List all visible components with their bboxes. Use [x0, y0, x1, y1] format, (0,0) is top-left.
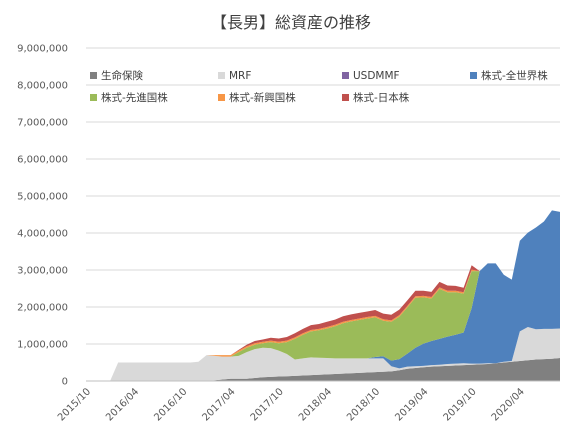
- y-tick-label: 9,000,000: [17, 44, 68, 55]
- x-tick-label: 2016/10: [152, 386, 189, 423]
- x-tick-label: 2018/04: [297, 386, 334, 423]
- legend-label: 株式-先進国株: [101, 91, 168, 104]
- y-tick-label: 7,000,000: [17, 118, 68, 129]
- legend-swatch: [342, 94, 349, 101]
- area-MRF: [86, 326, 560, 381]
- y-tick-label: 6,000,000: [17, 155, 68, 166]
- legend-swatch: [90, 94, 97, 101]
- x-tick-label: 2020/04: [490, 386, 527, 423]
- area-株式-先進国株: [86, 210, 560, 381]
- legend-swatch: [90, 72, 97, 79]
- x-tick-label: 2018/10: [345, 386, 382, 423]
- legend-label: MRF: [229, 70, 251, 82]
- area-株式-全世界株: [86, 210, 560, 381]
- legend-label: 生命保険: [101, 69, 143, 82]
- gridlines: [86, 47, 560, 345]
- x-tick-label: 2017/10: [249, 386, 286, 423]
- legend-swatch: [218, 94, 225, 101]
- area-series: [86, 210, 560, 381]
- area-生命保険: [86, 358, 560, 381]
- y-tick-label: 2,000,000: [17, 303, 68, 314]
- legend-label: 株式-新興国株: [229, 91, 296, 104]
- y-tick-label: 8,000,000: [17, 81, 68, 92]
- legend-label: USDMMF: [353, 70, 400, 82]
- y-tick-label: 5,000,000: [17, 192, 68, 203]
- y-tick-label: 4,000,000: [17, 229, 68, 240]
- legend-label: 株式-全世界株: [481, 69, 548, 82]
- x-tick-label: 2016/04: [104, 386, 141, 423]
- legend-swatch: [218, 72, 225, 79]
- y-tick-label: 3,000,000: [17, 266, 68, 277]
- y-tick-label: 0: [62, 377, 68, 388]
- x-tick-label: 2019/10: [442, 386, 479, 423]
- chart-title: 【長男】総資産の推移: [211, 13, 371, 32]
- y-tick-label: 1,000,000: [17, 340, 68, 351]
- legend-label: 株式-日本株: [353, 91, 410, 104]
- x-tick-label: 2017/04: [201, 386, 238, 423]
- x-tick-label: 2019/04: [393, 386, 430, 423]
- x-tick-label: 2015/10: [56, 386, 93, 423]
- legend-swatch: [470, 72, 477, 79]
- legend-swatch: [342, 72, 349, 79]
